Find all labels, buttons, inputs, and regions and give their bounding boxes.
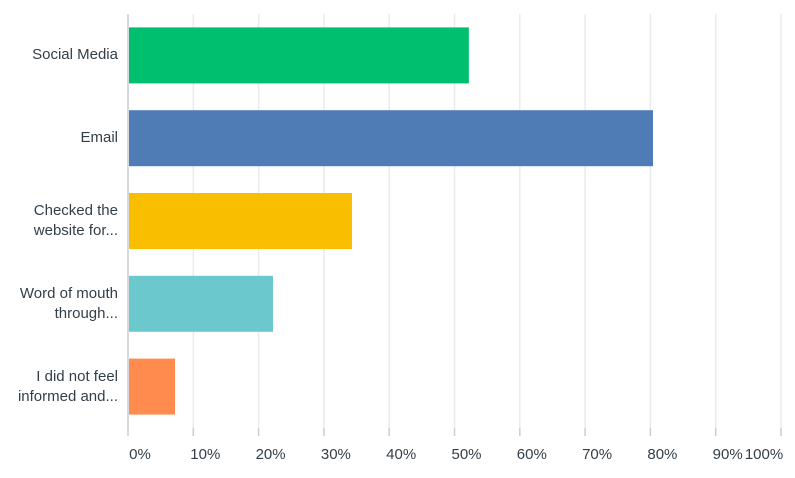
- bar[interactable]: [129, 193, 352, 249]
- category-label: Email: [0, 128, 118, 148]
- x-tick-label: 70%: [582, 446, 612, 463]
- x-tick-label: 40%: [386, 446, 416, 463]
- category-label-line: website for...: [33, 222, 118, 239]
- x-tick-label: 80%: [647, 446, 677, 463]
- category-label: Checked the website for...: [0, 201, 118, 241]
- x-tick-label: 50%: [451, 446, 481, 463]
- bar[interactable]: [129, 110, 654, 167]
- category-label: I did not feel informed and...: [0, 367, 118, 407]
- category-label-line: through...: [54, 304, 118, 322]
- x-tick-label: 100%: [745, 446, 783, 463]
- category-label-line: Word of mouth: [19, 284, 118, 302]
- category-label-line: Email: [80, 129, 118, 147]
- bar[interactable]: [129, 275, 273, 332]
- category-label-line: informed and...: [17, 387, 118, 405]
- x-tick-label: 30%: [321, 446, 351, 463]
- category-label-line: Checked the: [33, 202, 118, 219]
- x-tick-label: 90%: [713, 446, 743, 463]
- category-label: Word of mouth through...: [0, 284, 118, 324]
- bar[interactable]: [129, 358, 176, 415]
- x-tick-label: 20%: [256, 446, 286, 463]
- x-tick-label: 0%: [129, 446, 151, 463]
- category-label-line: Social Media: [32, 46, 118, 64]
- category-label-line: I did not feel: [36, 367, 118, 385]
- category-label: Social Media: [0, 45, 118, 65]
- x-tick-label: 60%: [517, 446, 547, 463]
- bar[interactable]: [129, 27, 469, 84]
- x-tick-label: 10%: [190, 446, 220, 463]
